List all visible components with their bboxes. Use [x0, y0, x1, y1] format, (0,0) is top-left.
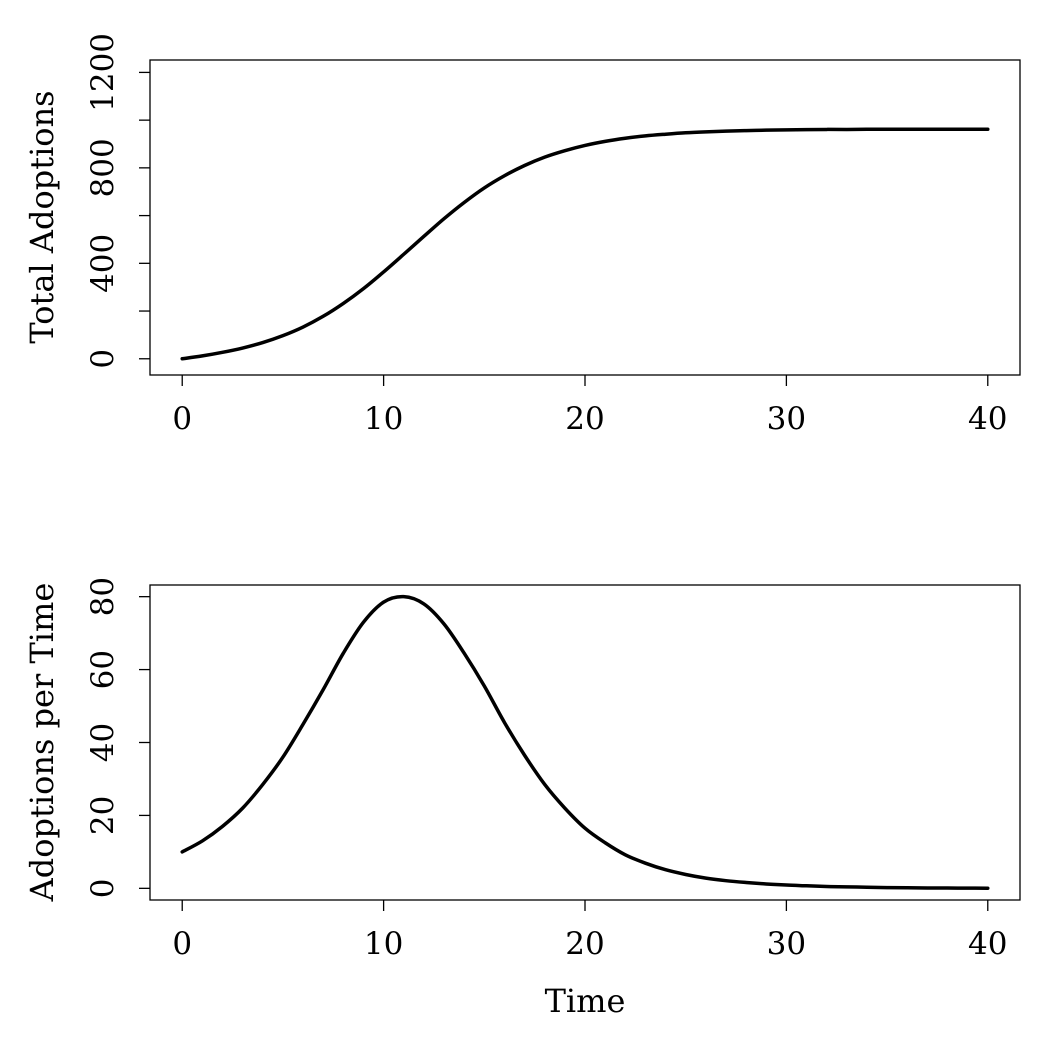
adoptions-per-time-panel: Adoptions per Time Time 0 10 20 30 40 0 20 40 60…: [23, 577, 1021, 1020]
x-tick-label-0-1: 10: [364, 401, 403, 437]
x-tick-label-1-0: 0: [172, 926, 192, 962]
y-axis-label-bottom: Adoptions per Time: [23, 583, 61, 903]
x-tick-label-1-3: 30: [767, 926, 806, 962]
y-tick-label-0-2: 400: [85, 234, 121, 293]
plot-frame-top: [149, 59, 1021, 376]
x-tick-label-0-3: 30: [767, 401, 806, 437]
series-line-1-0: [180, 594, 990, 890]
y-tick-label-1-0: 0: [85, 878, 121, 898]
y-tick-label-1-2: 40: [85, 723, 121, 762]
y-tick-label-1-1: 20: [85, 796, 121, 835]
y-tick-label-1-3: 60: [85, 650, 121, 689]
y-tick-label-0-4: 800: [85, 138, 121, 197]
plot-frame-bottom: [149, 584, 1021, 901]
x-tick-label-1-1: 10: [364, 926, 403, 962]
x-tick-label-0-2: 20: [565, 401, 604, 437]
y-axis-label-top: Total Adoptions: [23, 90, 61, 343]
series-line-0-0: [180, 127, 990, 361]
y-tick-label-1-4: 80: [85, 577, 121, 616]
x-tick-label-1-4: 40: [968, 926, 1007, 962]
y-tick-label-0-6: 1200: [85, 33, 121, 112]
y-tick-label-0-0: 0: [85, 349, 121, 369]
x-tick-label-1-2: 20: [565, 926, 604, 962]
x-axis-label-bottom: Time: [545, 982, 626, 1020]
x-tick-label-0-0: 0: [172, 401, 192, 437]
x-tick-label-0-4: 40: [968, 401, 1007, 437]
